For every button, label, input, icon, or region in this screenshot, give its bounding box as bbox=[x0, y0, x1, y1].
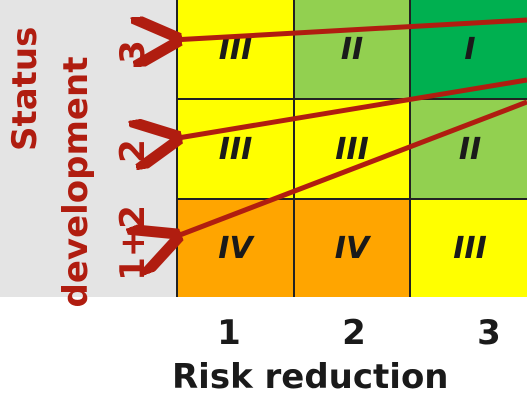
matrix-cell-r1-c2: II bbox=[411, 100, 527, 200]
matrix-cell-r2-c1: IV bbox=[295, 200, 411, 297]
x-axis-title: Risk reduction bbox=[172, 357, 449, 397]
matrix-cell-r2-c2: III bbox=[411, 200, 527, 297]
matrix-cell-r1-c0: III bbox=[178, 100, 295, 200]
y-axis-title-status: Status bbox=[5, 27, 45, 151]
y-tick-2: 2 bbox=[113, 139, 153, 163]
matrix-cell-r2-c0: IV bbox=[178, 200, 295, 297]
matrix-cell-r0-c1: II bbox=[295, 0, 411, 100]
x-tick-2: 2 bbox=[342, 313, 366, 353]
matrix-grid: III II I III III II IV IV III bbox=[176, 0, 527, 297]
y-tick-1-2: 1+2 bbox=[113, 205, 153, 281]
y-axis-title-development: development bbox=[56, 56, 96, 308]
y-tick-3: 3 bbox=[113, 40, 153, 64]
matrix-cell-r0-c0: III bbox=[178, 0, 295, 100]
matrix-cell-r0-c2: I bbox=[411, 0, 527, 100]
matrix-cell-r1-c1: III bbox=[295, 100, 411, 200]
x-tick-1: 1 bbox=[217, 313, 241, 353]
x-tick-3: 3 bbox=[477, 313, 501, 353]
